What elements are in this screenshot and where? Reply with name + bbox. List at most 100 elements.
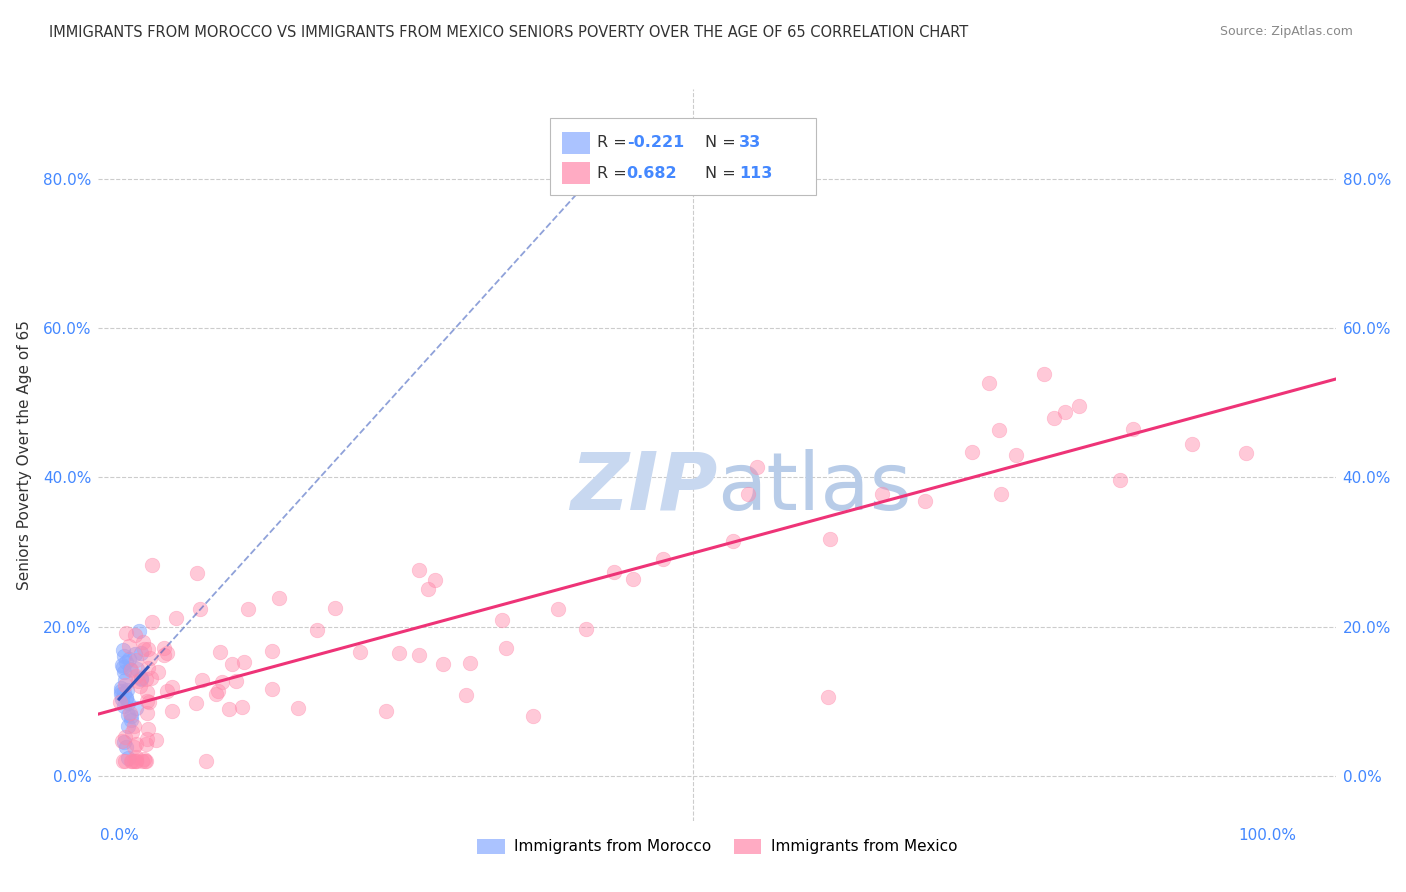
Point xyxy=(120,754,142,768)
Point xyxy=(209,645,232,659)
Point xyxy=(287,701,309,715)
Point xyxy=(136,685,159,699)
Point xyxy=(238,602,260,616)
Point xyxy=(1067,399,1090,413)
Point xyxy=(211,675,233,690)
Point xyxy=(723,534,745,549)
Point xyxy=(262,682,284,697)
Point xyxy=(124,647,146,661)
Point xyxy=(817,690,839,705)
Point xyxy=(124,754,146,768)
Point xyxy=(207,684,229,698)
Point xyxy=(349,645,371,659)
Point xyxy=(195,754,218,768)
Point xyxy=(205,687,228,701)
Point xyxy=(121,725,143,739)
Point xyxy=(141,615,163,629)
Point xyxy=(114,754,136,768)
Point xyxy=(110,695,132,709)
Point xyxy=(135,706,157,720)
Point xyxy=(160,704,183,718)
Point xyxy=(118,639,141,653)
Point xyxy=(112,659,135,673)
Point xyxy=(135,754,157,768)
Point xyxy=(737,487,759,501)
Point xyxy=(134,754,156,768)
Point xyxy=(547,602,569,616)
Point xyxy=(125,669,148,683)
Point xyxy=(156,646,179,660)
Point xyxy=(112,686,135,700)
Text: R =: R = xyxy=(598,135,631,150)
Point xyxy=(129,646,152,660)
Point xyxy=(135,694,157,708)
Point xyxy=(432,657,454,671)
Point xyxy=(260,643,283,657)
Point xyxy=(491,614,513,628)
Point xyxy=(110,683,132,698)
Point xyxy=(218,702,240,716)
Point xyxy=(110,734,132,748)
Point xyxy=(914,493,936,508)
Point xyxy=(1033,367,1056,381)
Point xyxy=(818,532,841,546)
Point xyxy=(1053,405,1076,419)
Point xyxy=(122,719,145,733)
Point xyxy=(1122,422,1144,436)
Point xyxy=(231,699,253,714)
Point xyxy=(114,731,136,745)
Point xyxy=(117,696,139,710)
Point xyxy=(111,754,134,768)
Point xyxy=(117,718,139,732)
Point xyxy=(120,663,142,677)
Point xyxy=(124,653,146,667)
Point xyxy=(129,679,152,693)
Point xyxy=(115,691,138,706)
Point xyxy=(188,602,211,616)
Point xyxy=(388,646,411,660)
Text: atlas: atlas xyxy=(717,449,911,527)
Point xyxy=(1005,448,1028,462)
Point xyxy=(621,572,644,586)
Point xyxy=(115,739,138,754)
Legend: Immigrants from Morocco, Immigrants from Mexico: Immigrants from Morocco, Immigrants from… xyxy=(471,833,963,861)
Point xyxy=(124,739,146,754)
Point xyxy=(112,648,135,663)
Point xyxy=(129,671,152,685)
Point xyxy=(408,563,430,577)
Point xyxy=(131,635,153,649)
Point xyxy=(522,709,544,723)
Point xyxy=(603,565,626,579)
Point xyxy=(110,681,132,696)
Point xyxy=(114,673,136,687)
Point xyxy=(122,754,145,768)
Point xyxy=(977,376,1000,390)
Point xyxy=(135,673,157,687)
Point xyxy=(111,692,134,706)
Point xyxy=(186,696,208,710)
Point xyxy=(117,652,139,666)
Point xyxy=(125,662,148,676)
Point xyxy=(156,684,179,698)
Point xyxy=(134,642,156,657)
Point xyxy=(141,558,163,572)
Point xyxy=(1234,446,1257,460)
Point xyxy=(124,754,146,768)
Point xyxy=(990,487,1012,501)
Point xyxy=(117,707,139,722)
Point xyxy=(125,737,148,751)
Point xyxy=(416,582,439,597)
Text: N =: N = xyxy=(704,135,741,150)
Text: 33: 33 xyxy=(740,135,762,150)
Point xyxy=(120,713,142,727)
Point xyxy=(145,733,167,747)
Point xyxy=(115,682,138,697)
Point xyxy=(131,672,153,686)
Point xyxy=(652,552,675,566)
Point xyxy=(153,648,176,662)
Point xyxy=(138,695,160,709)
Point xyxy=(139,650,162,665)
Point xyxy=(112,735,135,749)
Point xyxy=(225,673,247,688)
Point xyxy=(221,657,243,671)
